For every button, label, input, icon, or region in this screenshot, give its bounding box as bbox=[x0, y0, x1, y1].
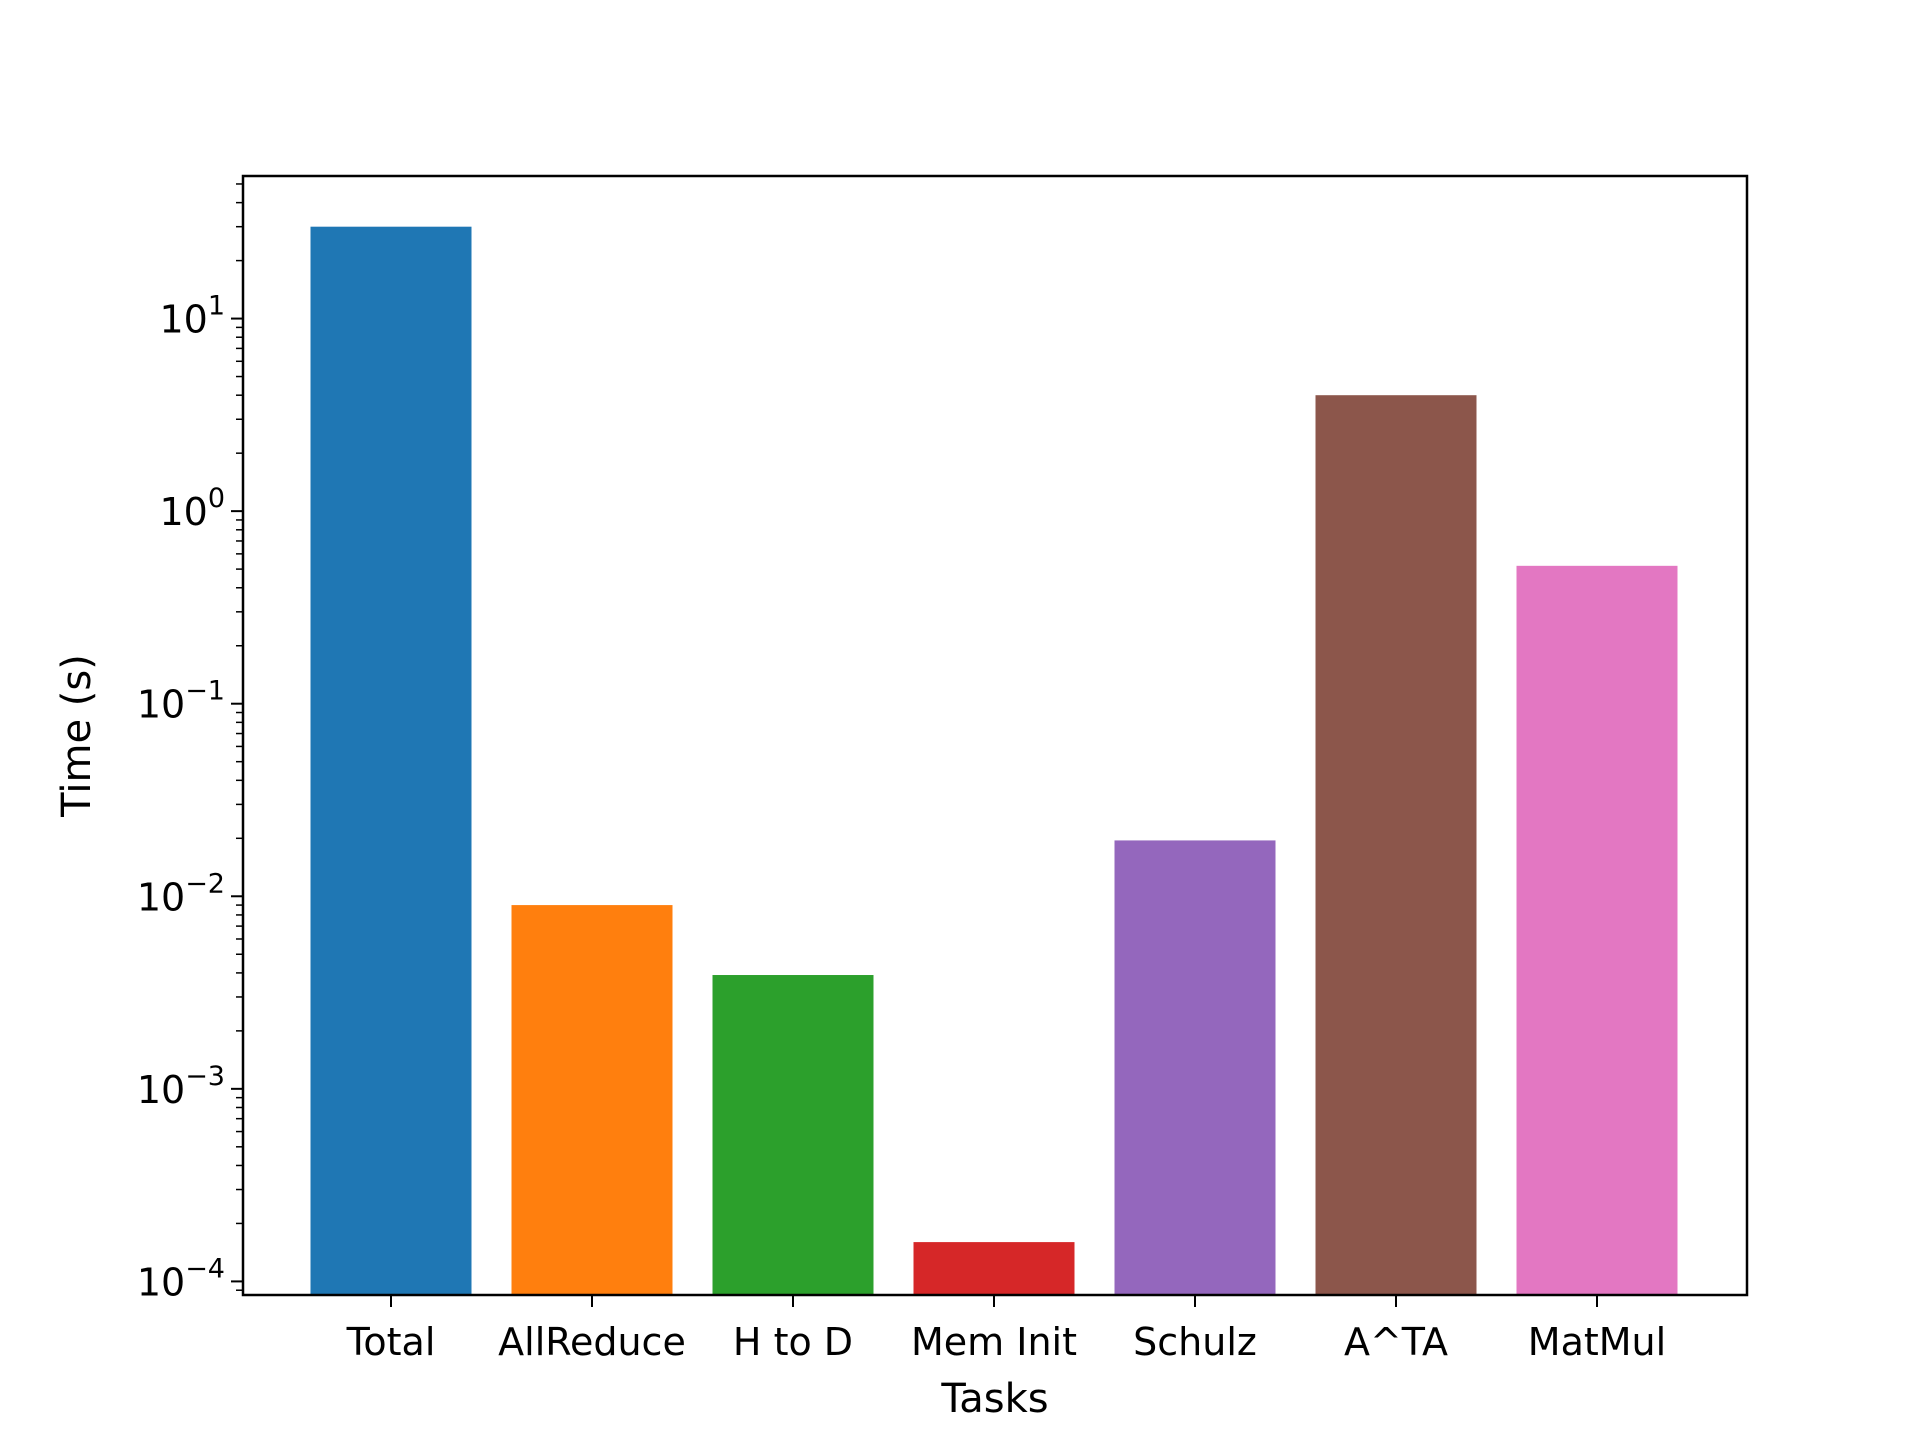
x-axis-label: Tasks bbox=[940, 1376, 1048, 1422]
x-tick-label: Total bbox=[346, 1320, 436, 1364]
plot-frame bbox=[241, 174, 1749, 1297]
bars-group bbox=[310, 226, 1678, 1296]
y-tick-label: 10−1 bbox=[137, 676, 225, 727]
x-tick-label: H to D bbox=[733, 1320, 853, 1364]
x-tick-label: AllReduce bbox=[498, 1320, 686, 1364]
bar-total bbox=[310, 226, 472, 1296]
x-tick-label: Mem Init bbox=[911, 1320, 1077, 1364]
y-tick-label: 101 bbox=[159, 291, 225, 342]
x-axis-ticks: Total AllReduce H to D Mem Init Schulz A^TA Ma… bbox=[346, 1295, 1666, 1364]
y-tick-label: 100 bbox=[159, 483, 225, 534]
y-tick-label: 10−2 bbox=[137, 868, 225, 919]
x-tick-label: MatMul bbox=[1528, 1320, 1666, 1364]
bar-a-ta bbox=[1315, 395, 1477, 1295]
y-tick-label: 10−4 bbox=[137, 1253, 225, 1304]
y-axis-ticks: 10−4 10−3 10−2 10−1 100 101 bbox=[137, 183, 243, 1304]
bar-matmul bbox=[1516, 565, 1678, 1295]
y-axis-label: Time (s) bbox=[54, 654, 100, 818]
bar-allreduce bbox=[511, 905, 673, 1295]
y-tick-label: 10−3 bbox=[137, 1061, 225, 1112]
x-tick-label: Schulz bbox=[1133, 1320, 1257, 1364]
bar-mem-init bbox=[913, 1242, 1075, 1295]
x-tick-label: A^TA bbox=[1344, 1320, 1448, 1364]
bar-h-to-d bbox=[712, 975, 874, 1295]
bar-schulz bbox=[1114, 840, 1276, 1295]
